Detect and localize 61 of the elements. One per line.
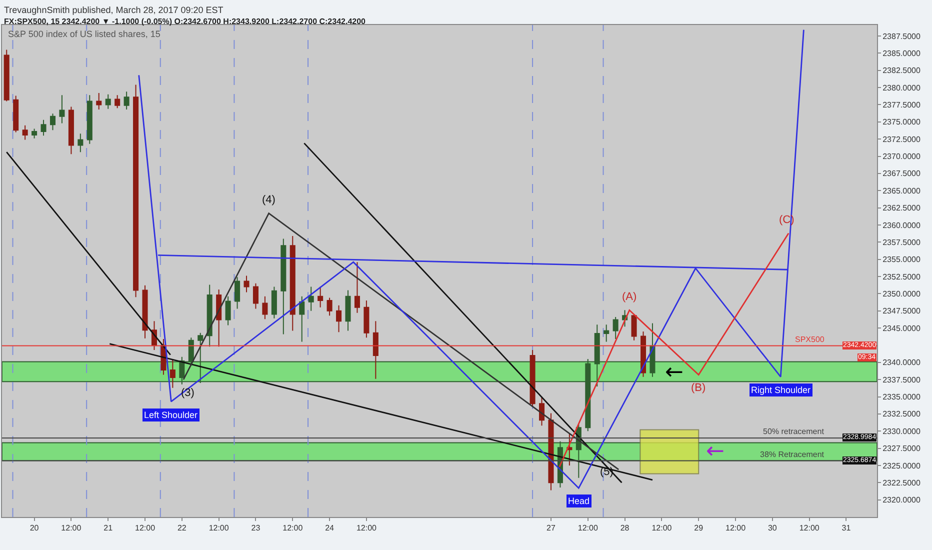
- x-tick-label: 31: [842, 524, 852, 533]
- y-tick-label: 2335.0000: [882, 392, 921, 402]
- y-tick-label: 2345.0000: [882, 324, 921, 333]
- x-tick-label: 12:00: [208, 524, 230, 533]
- annotation: (B): [691, 382, 706, 394]
- y-tick-label: 2327.5000: [882, 444, 921, 454]
- annotation: S&P 500 index of US listed shares, 15: [8, 29, 160, 39]
- y-tick-label: 2337.5000: [882, 375, 921, 384]
- x-tick-label: 12:00: [282, 524, 304, 533]
- annotation: ←: [706, 439, 724, 464]
- x-tick-label: 12:00: [134, 524, 156, 533]
- y-tick-label: 2360.0000: [882, 220, 921, 230]
- x-tick-label: 30: [768, 524, 778, 533]
- y-tick-label: 2347.5000: [882, 306, 921, 316]
- x-tick-label: 22: [177, 524, 187, 533]
- y-tick-label: 2332.5000: [882, 410, 921, 419]
- y-tick-label: 2330.0000: [882, 426, 921, 436]
- y-tick-label: 2350.0000: [882, 289, 921, 298]
- y-tick-label: 2367.5000: [882, 169, 921, 178]
- x-tick-label: 12:00: [578, 524, 598, 533]
- ref-line-label: SPX500: [795, 335, 825, 344]
- chart-title: TrevaughnSmith published, March 28, 2017 09:20 EST: [4, 5, 224, 15]
- y-tick-label: 2357.5000: [882, 238, 921, 247]
- annotation: Head: [568, 496, 590, 506]
- x-tick-label: 12:00: [726, 524, 746, 533]
- chart-subtitle: FX:SPX500, 15 2342.4200 ▼ -1.1000 (-0.05%) O:2342.6700 H:2343.9200 L:2342.2700 C:2342.4200: [4, 17, 366, 26]
- x-tick-label: 21: [104, 524, 114, 533]
- y-tick-label: 2375.0000: [882, 118, 921, 127]
- y-tick-label: 2352.5000: [882, 272, 921, 282]
- annotation: (A): [622, 291, 637, 303]
- annotation: (4): [262, 194, 276, 206]
- x-tick-label: 20: [30, 524, 40, 533]
- x-tick-label: 29: [694, 524, 704, 533]
- x-tick-label: 27: [546, 524, 556, 533]
- x-tick-label: 12:00: [799, 524, 820, 533]
- y-tick-label: 2385.0000: [882, 48, 921, 58]
- y-tick-label: 2372.5000: [882, 134, 921, 144]
- annotation: Left Shoulder: [144, 410, 198, 420]
- y-tick-label: 2365.0000: [882, 186, 921, 196]
- x-tick-label: 12:00: [652, 524, 672, 533]
- y-tick-label: 2382.5000: [882, 66, 921, 76]
- x-tick-label: 12:00: [356, 524, 378, 533]
- x-tick-label: 28: [620, 524, 630, 533]
- y-tick-label: 2325.0000: [882, 461, 921, 470]
- y-tick-label: 2387.5000: [882, 32, 921, 41]
- ref-line-label: 50% retracement: [763, 427, 825, 436]
- y-tick-label: 2322.5000: [882, 478, 921, 488]
- y-tick-label: 2340.0000: [882, 358, 921, 368]
- y-tick-label: 2320.0000: [882, 496, 921, 505]
- y-tick-label: 2380.0000: [882, 83, 921, 92]
- ref-line-label: 38% Retracement: [760, 450, 825, 459]
- y-tick-label: 2370.0000: [882, 152, 921, 162]
- x-tick-label: 12:00: [61, 524, 82, 533]
- annotation: (3): [181, 387, 194, 399]
- x-tick-label: 24: [325, 524, 335, 533]
- annotation: Right Shoulder: [751, 385, 811, 395]
- annotation: ←: [665, 360, 684, 385]
- y-tick-label: 2362.5000: [882, 204, 921, 213]
- y-tick-label: 2355.0000: [882, 255, 921, 264]
- y-tick-label: 2377.5000: [882, 100, 921, 110]
- x-tick-label: 23: [251, 524, 261, 533]
